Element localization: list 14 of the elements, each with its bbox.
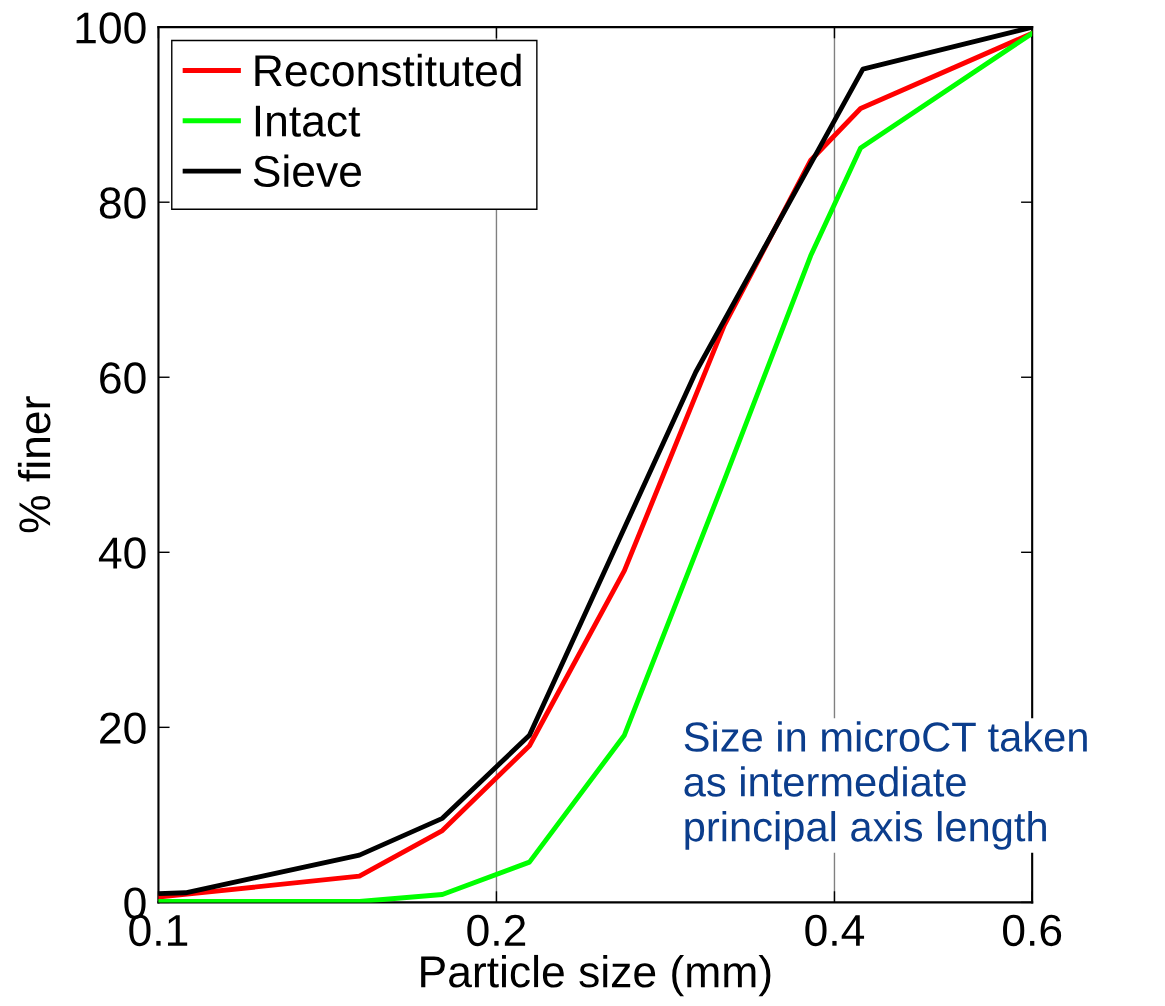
y-tick-label: 20 [100,712,146,744]
y-tick-label: 80 [99,187,146,219]
x-tick-label: 0.2 [467,914,526,947]
legend-label: Reconstituted [255,53,521,87]
annotation: Size in microCT taken as intermediate principal axis length [684,721,1087,850]
legend-label: Sieve [253,154,361,188]
legend-label: Intact [255,105,361,137]
y-tick-label: 100 [76,12,146,44]
y-tick-label: 40 [98,537,146,569]
x-axis-title: Particle size (mm) [421,954,771,997]
x-tick-label: 0.6 [1003,914,1062,947]
x-tick-label: 0.4 [805,914,865,947]
y-tick-label: 60 [100,362,146,394]
y-axis-title: % finer [17,396,51,533]
